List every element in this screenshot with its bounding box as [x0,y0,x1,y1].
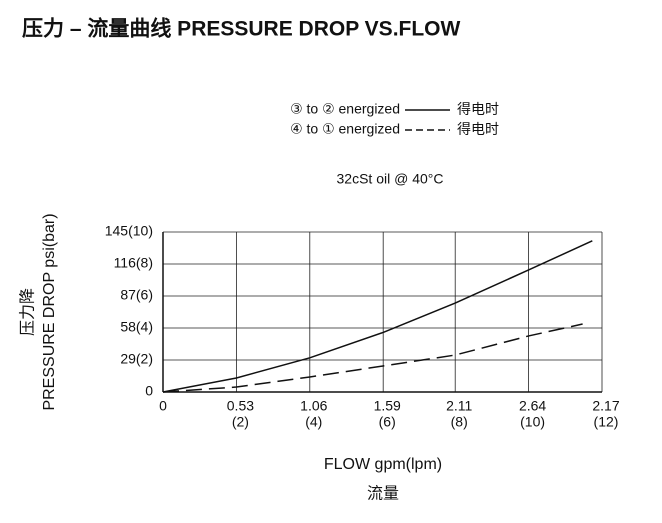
x-tick-label-lpm: (8) [451,414,468,430]
x-tick-label-lpm: (6) [379,414,396,430]
legend-note: 得电时 [457,101,499,118]
y-tick-label: 29(2) [120,351,153,367]
series-line [162,323,583,393]
series-line [162,240,593,393]
y-tick-label: 145(10) [105,223,153,239]
legend-label: ④ to ① energized [290,121,400,137]
x-tick-label: 2.17 [592,398,619,414]
y-tick-label: 0 [145,383,153,399]
y-tick-label: 87(6) [120,287,153,303]
x-tick-label: 2.11 [446,398,472,414]
annotation: 32cSt oil @ 40°C [337,171,444,187]
legend-note: 得电时 [457,121,499,138]
x-tick-label: 1.59 [374,398,401,414]
chart-title: 压力 – 流量曲线 PRESSURE DROP VS.FLOW [22,17,461,41]
x-axis-label-cn: 流量 [367,484,399,503]
x-tick-label-lpm: (2) [232,414,249,430]
x-tick-label-lpm: (10) [520,414,545,430]
x-tick-label: 2.64 [519,398,546,414]
x-tick-label: 0 [159,398,167,414]
y-axis-label-cn: 压力降 [18,288,37,336]
x-tick-label: 0.53 [227,398,254,414]
y-tick-label: 58(4) [120,319,153,335]
x-tick-label-lpm: (12) [594,414,619,430]
x-tick-label-lpm: (4) [305,414,322,430]
legend-label: ③ to ② energized [290,101,400,117]
y-tick-label: 116(8) [114,255,153,271]
y-axis-label: PRESSURE DROP psi(bar) [41,213,58,410]
x-tick-label: 1.06 [300,398,327,414]
x-axis-label: FLOW gpm(lpm) [324,456,442,473]
